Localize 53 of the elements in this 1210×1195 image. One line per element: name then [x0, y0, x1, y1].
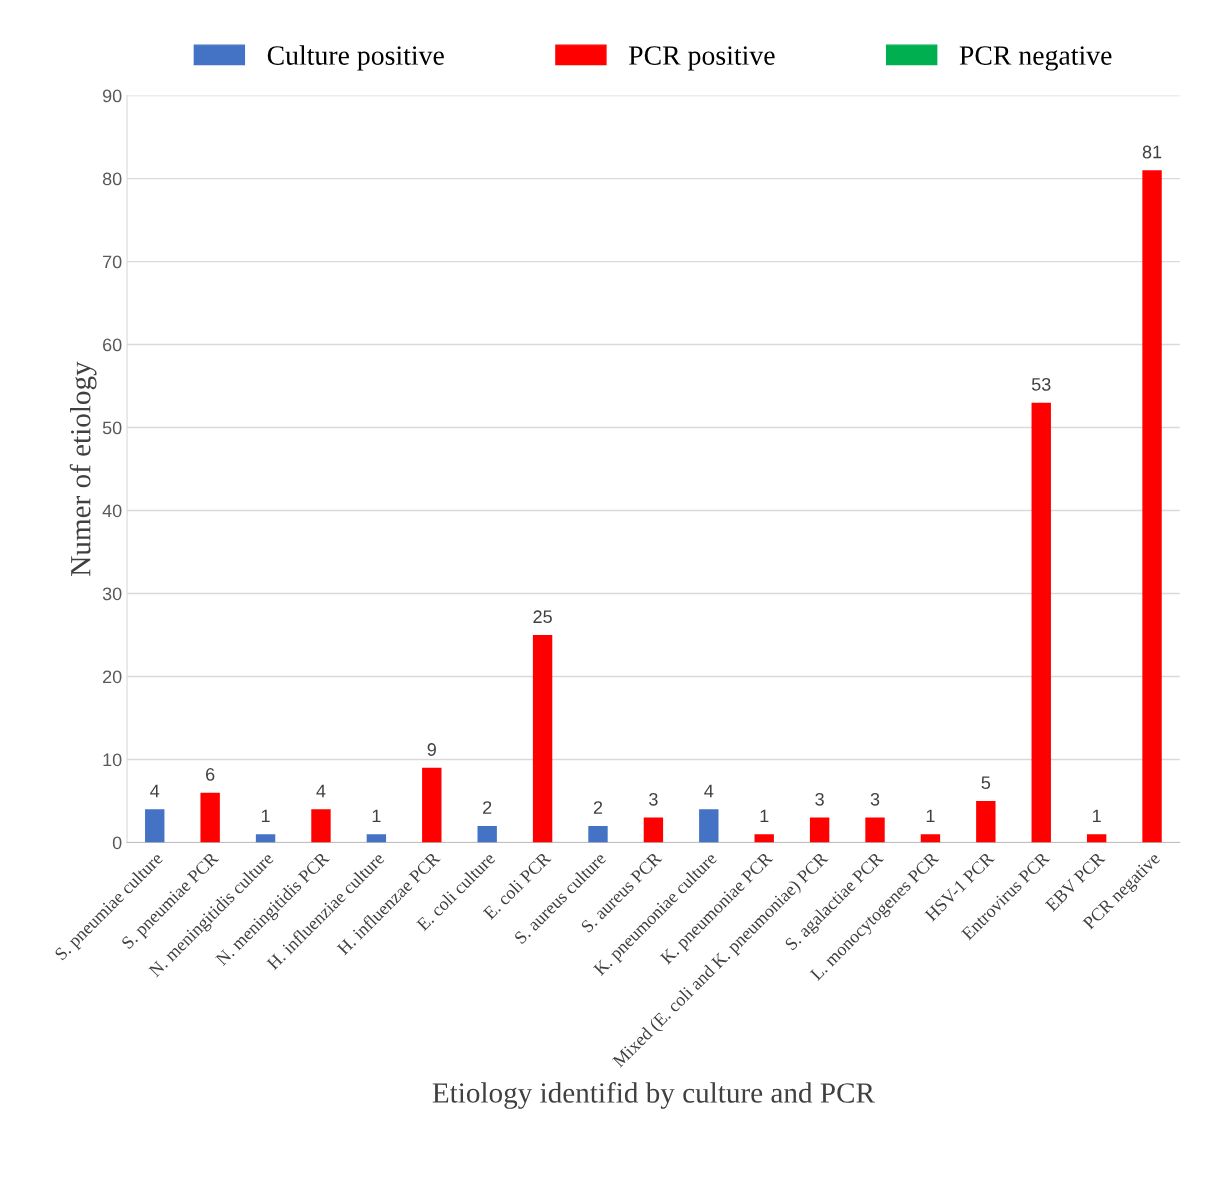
data-label: 9: [427, 743, 436, 756]
y-tick-label: 40: [102, 504, 122, 518]
data-label: 6: [206, 768, 215, 781]
data-label: 1: [1093, 809, 1101, 823]
data-label: 1: [760, 809, 769, 823]
data-label: 3: [870, 792, 880, 806]
data-label: 4: [316, 784, 326, 798]
bar: [865, 817, 885, 843]
bar: [809, 817, 830, 843]
y-tick-label: 30: [102, 587, 122, 601]
bar: [643, 817, 664, 843]
data-label: 4: [704, 784, 714, 798]
bar: [699, 809, 719, 843]
bar: [366, 834, 387, 843]
y-tick-label: 20: [103, 670, 122, 684]
data-label: 25: [533, 610, 552, 624]
bar: [920, 834, 941, 843]
bar: [477, 825, 497, 843]
data-label: 2: [483, 801, 492, 814]
y-tick-label: 50: [102, 421, 122, 435]
legend-label: Culture positive: [267, 45, 444, 71]
legend-label: PCR negative: [959, 46, 1112, 71]
bar: [532, 635, 553, 843]
x-axis-title: Etiology identifid by culture and PCR: [432, 1082, 875, 1109]
bar: [976, 800, 996, 843]
bar: [311, 809, 331, 843]
bar: [255, 834, 276, 843]
data-label: 3: [649, 792, 658, 806]
data-label: 1: [926, 809, 935, 823]
bar: [200, 792, 220, 843]
y-tick-label: 70: [103, 255, 122, 269]
y-tick-label: 90: [102, 89, 122, 103]
bar: [588, 825, 608, 843]
data-label: 3: [815, 792, 824, 806]
data-label: 1: [261, 809, 270, 823]
bar: [1142, 170, 1162, 843]
bar: [1086, 834, 1107, 843]
y-axis-title: Numer of etiology: [69, 361, 97, 576]
data-label: 2: [593, 801, 603, 814]
y-tick-label: 0: [112, 836, 122, 850]
data-label: 5: [981, 776, 991, 790]
y-tick-label: 10: [103, 753, 122, 767]
data-label: 4: [150, 784, 160, 798]
data-label: 81: [1142, 145, 1162, 159]
y-tick-label: 80: [102, 172, 122, 186]
bar: [1031, 402, 1051, 843]
y-tick-label: 60: [103, 338, 122, 352]
bar: [145, 809, 165, 843]
bar: [422, 767, 442, 843]
bar: [754, 834, 774, 843]
data-label: 53: [1031, 377, 1051, 391]
legend-label: PCR positive: [628, 46, 775, 71]
data-label: 1: [372, 809, 381, 823]
